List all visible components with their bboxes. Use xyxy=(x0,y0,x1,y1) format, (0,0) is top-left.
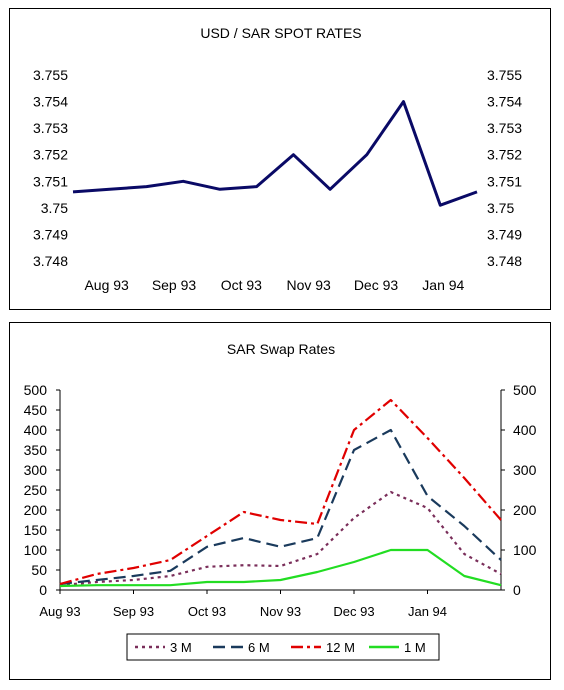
series-line-6m xyxy=(59,428,502,586)
y-tick-label-right: 3.754 xyxy=(487,94,522,110)
x-tick-label: Dec 93 xyxy=(354,277,399,293)
swap-rate-chart: SAR Swap Rates 5004504003503002502001501… xyxy=(24,341,537,661)
y-tick-label-left: 50 xyxy=(31,562,47,578)
y-tick-label-left: 3.748 xyxy=(33,253,68,269)
y-tick-label-left: 3.752 xyxy=(33,147,68,163)
x-tick-label: Oct 93 xyxy=(221,277,262,293)
legend-label: 6 M xyxy=(248,640,270,655)
y-tick-label-right: 3.749 xyxy=(487,226,522,242)
y-tick-label-right: 400 xyxy=(513,422,537,438)
y-tick-label-left: 3.749 xyxy=(33,226,68,242)
spot-rate-chart: USD / SAR SPOT RATES 3.755 3.755 3.754 3.75… xyxy=(33,25,522,293)
y-tick-label-right: 300 xyxy=(513,462,537,478)
y-tick-label-right: 3.748 xyxy=(487,253,522,269)
y-tick-label-left: 450 xyxy=(24,402,48,418)
y-tick-label-left: 3.751 xyxy=(33,173,68,189)
y-tick-label-right: 3.753 xyxy=(487,120,522,136)
y-tick-label-left: 3.753 xyxy=(33,120,68,136)
chart-title: SAR Swap Rates xyxy=(227,341,335,357)
y-tick-label-right: 500 xyxy=(513,382,537,398)
y-tick-label-left: 500 xyxy=(24,382,48,398)
y-tick-label-right: 3.751 xyxy=(487,173,522,189)
chart-title: USD / SAR SPOT RATES xyxy=(200,25,361,41)
y-tick-label-left: 350 xyxy=(24,442,48,458)
x-tick-label: Nov 93 xyxy=(260,604,301,619)
y-tick-label-right: 3.75 xyxy=(487,200,514,216)
y-tick-label-right: 0 xyxy=(513,582,521,598)
y-tick-label-right: 100 xyxy=(513,542,537,558)
y-tick-label-left: 100 xyxy=(24,542,48,558)
y-tick-label-right: 3.755 xyxy=(487,67,522,83)
y-tick-label-left: 3.754 xyxy=(33,94,68,110)
x-tick-label: Dec 93 xyxy=(333,604,374,619)
y-tick-label-left: 400 xyxy=(24,422,48,438)
y-tick-label-left: 3.755 xyxy=(33,67,68,83)
spot-rate-line xyxy=(72,100,478,207)
y-tick-label-right: 3.752 xyxy=(487,147,522,163)
legend-label: 3 M xyxy=(170,640,192,655)
legend-label: 1 M xyxy=(404,640,426,655)
series-line-1m xyxy=(59,548,502,588)
series-line-3m xyxy=(59,490,502,587)
x-tick-label: Sep 93 xyxy=(113,604,154,619)
y-tick-label-left: 150 xyxy=(24,522,48,538)
x-tick-label: Nov 93 xyxy=(286,277,331,293)
x-tick-label: Jan 94 xyxy=(422,277,464,293)
x-tick-label: Oct 93 xyxy=(188,604,226,619)
swap-rate-chart-panel: SAR Swap Rates 500 450 400 350 300 250 200 150 1… xyxy=(9,322,551,680)
y-tick-label-right: 200 xyxy=(513,502,537,518)
x-tick-label: Aug 93 xyxy=(84,277,129,293)
legend-label: 12 M xyxy=(326,640,355,655)
y-tick-label-left: 0 xyxy=(39,582,47,598)
series-line-12m xyxy=(59,398,502,586)
spot-rate-chart-panel: USD / SAR SPOT RATES 3.755 3.755 3.754 3.75… xyxy=(9,8,551,310)
y-tick-label-left: 250 xyxy=(24,482,48,498)
x-tick-label: Aug 93 xyxy=(39,604,80,619)
y-tick-label-left: 200 xyxy=(24,502,48,518)
x-tick-label: Sep 93 xyxy=(152,277,197,293)
y-tick-label-left: 3.75 xyxy=(41,200,68,216)
y-tick-label-left: 300 xyxy=(24,462,48,478)
x-tick-label: Jan 94 xyxy=(408,604,447,619)
